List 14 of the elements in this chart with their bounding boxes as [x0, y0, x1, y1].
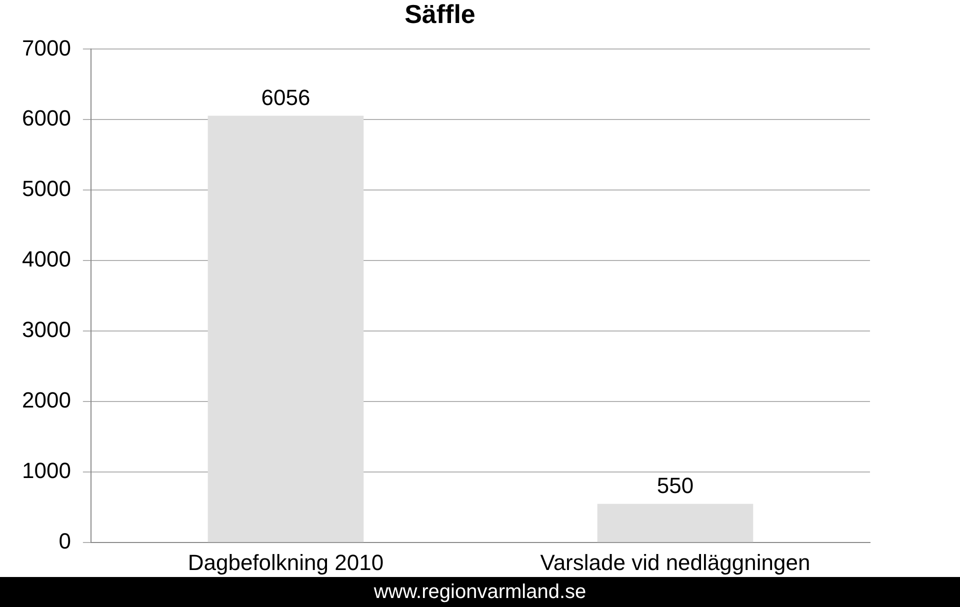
y-tick-label: 7000 [22, 35, 71, 60]
data-label: 6056 [261, 84, 310, 110]
y-tick-label: 6000 [22, 106, 71, 131]
text: www.regionvarmland.se [374, 581, 586, 603]
y-tick-label: 0 [58, 528, 71, 554]
y-tick-label: 2000 [22, 388, 71, 413]
y-tick-label: 4000 [22, 246, 71, 272]
y-tick-label: 1000 [22, 458, 71, 484]
chart-title: Säffle [404, 0, 476, 29]
y-tick-label: 5000 [22, 176, 71, 202]
x-tick-label: Dagbefolkning 2010 [188, 550, 384, 575]
y-tick-label: 3000 [22, 317, 71, 342]
data-label: 550 [656, 472, 694, 498]
x-tick-label: Varslade vid nedläggningen [540, 550, 810, 575]
